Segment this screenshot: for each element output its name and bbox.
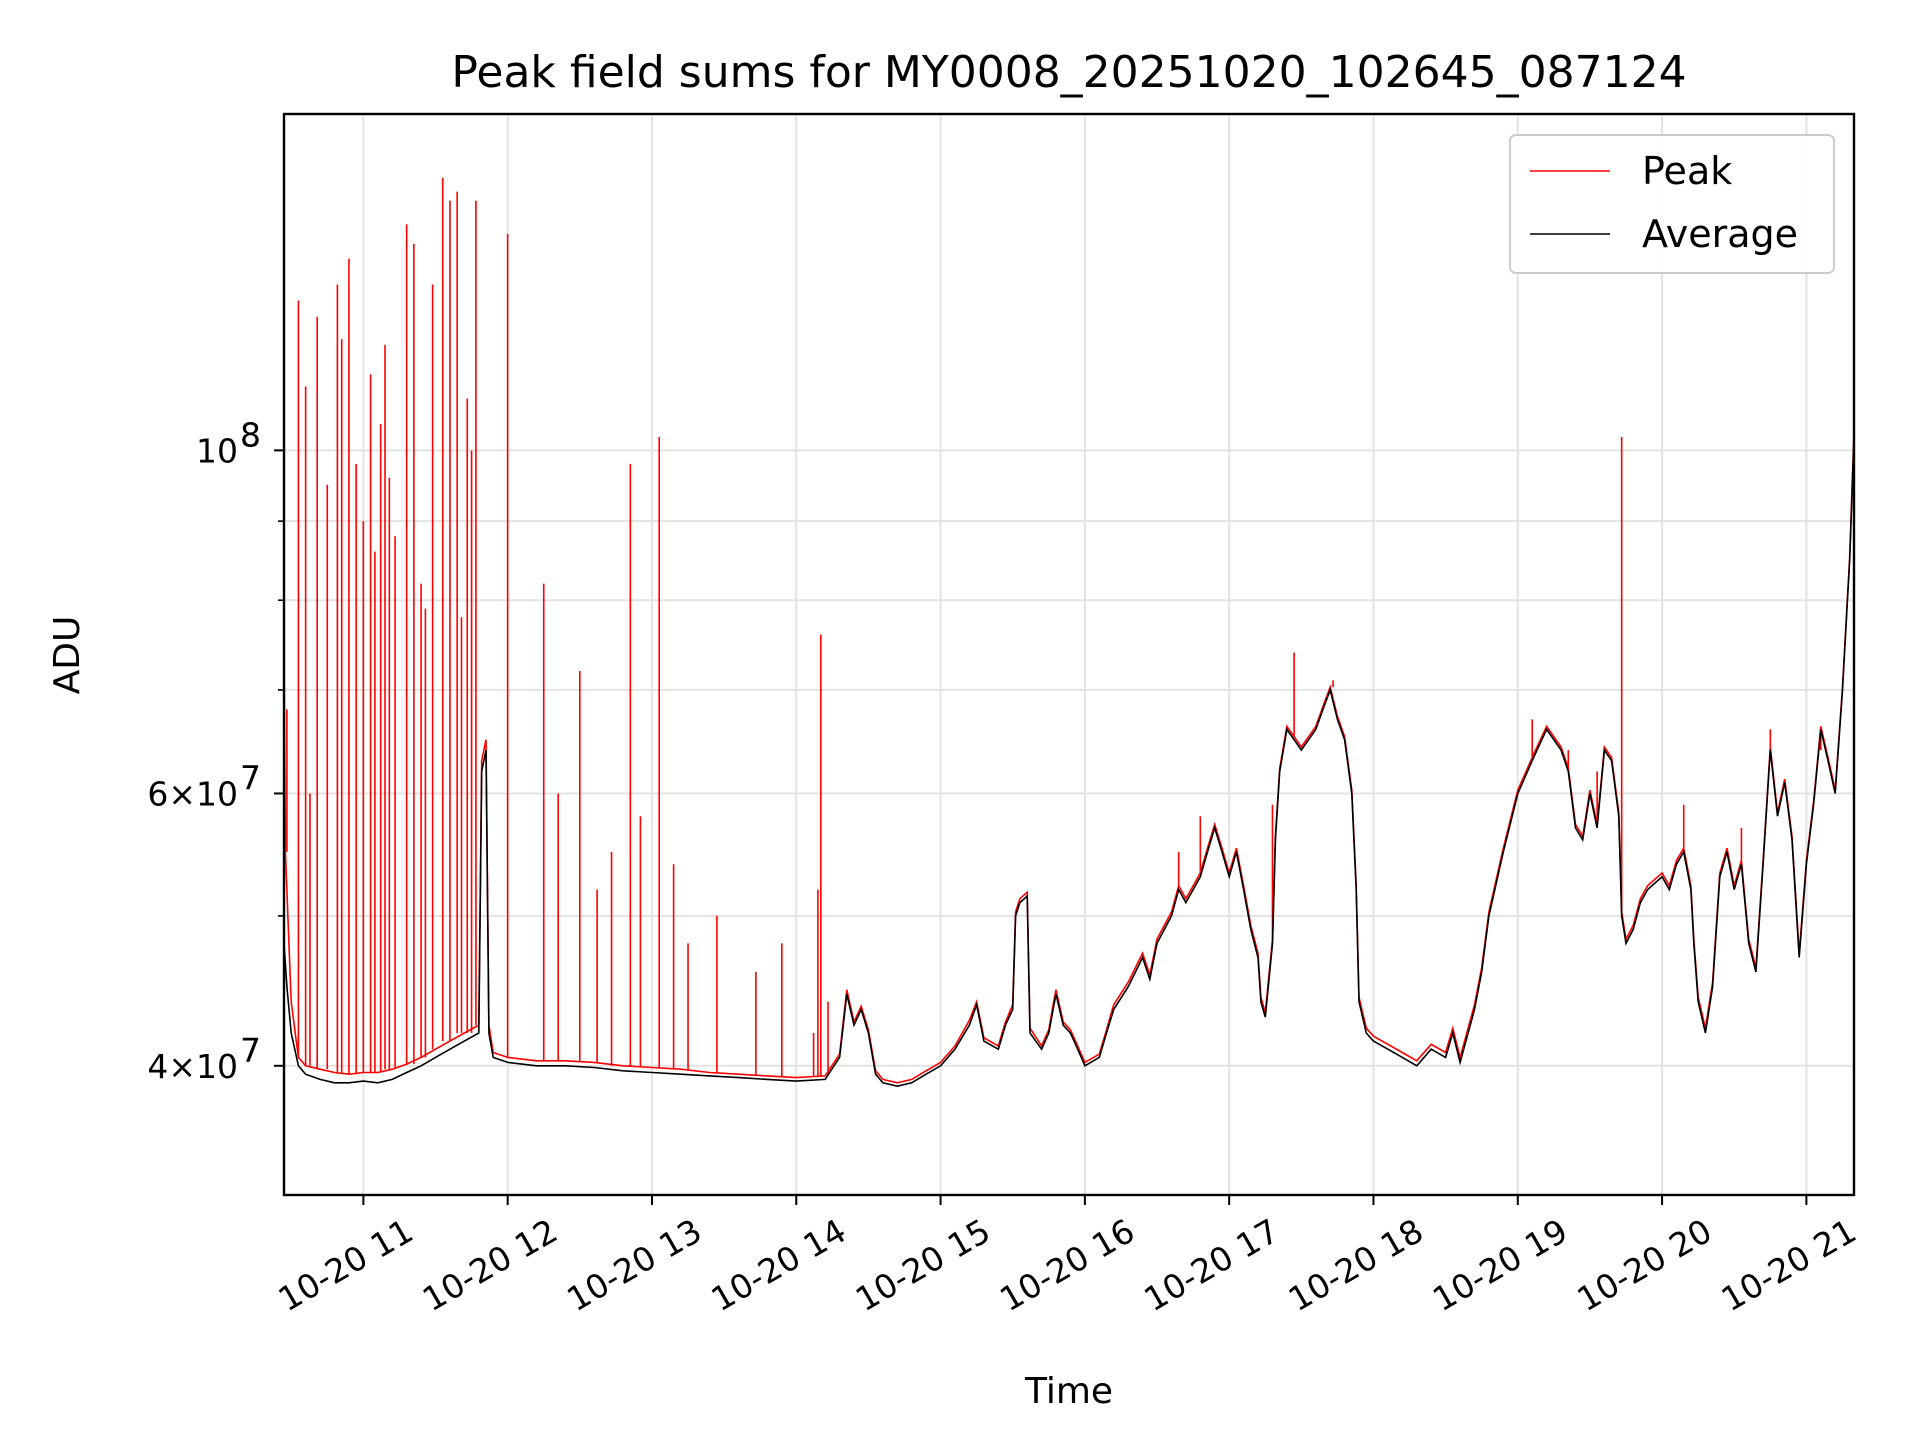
y-tick-label-exponent: 8 — [240, 415, 261, 454]
legend-box — [1509, 134, 1835, 274]
y-tick-label-exponent: 7 — [240, 1031, 261, 1070]
y-axis-label: ADU — [47, 616, 88, 695]
y-tick-label-base: 6×10 — [147, 774, 238, 813]
legend-label: Average — [1642, 212, 1798, 256]
peak-series-line — [284, 430, 1854, 1084]
y-tick-label: 10 — [196, 431, 238, 470]
x-axis-label: Time — [1024, 1371, 1113, 1412]
series-layer — [284, 178, 1854, 1088]
y-tick-label-base: 10 — [196, 431, 238, 470]
y-tick-label: 6×10 — [147, 774, 238, 813]
average-series-line — [284, 437, 1854, 1088]
y-tick-label-exponent: 7 — [240, 758, 261, 797]
plot-frame — [282, 112, 1856, 1197]
legend: Peak Average — [1509, 134, 1835, 274]
chart-title: Peak field sums for MY0008_20251020_1026… — [451, 47, 1686, 98]
legend-label: Peak — [1642, 149, 1732, 193]
y-tick-label: 4×10 — [147, 1047, 238, 1086]
y-tick-label-base: 4×10 — [147, 1047, 238, 1086]
